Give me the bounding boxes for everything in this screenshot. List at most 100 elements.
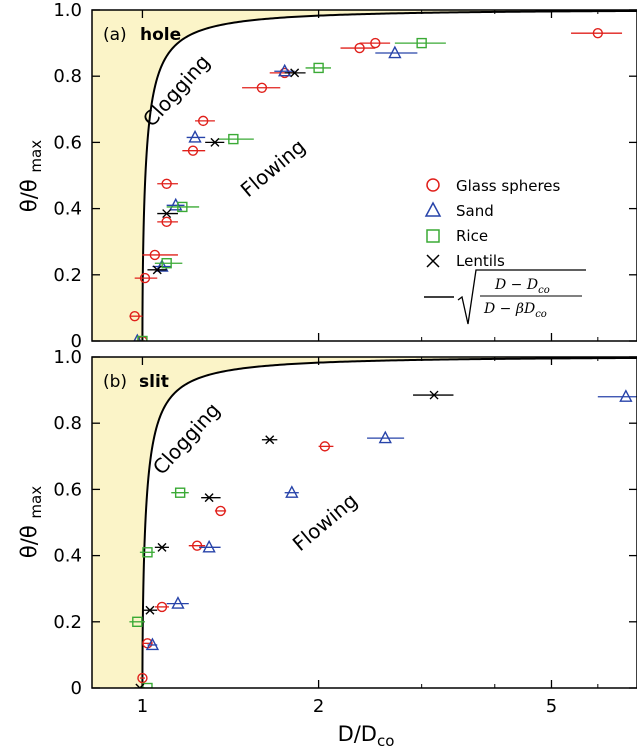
marker-cross xyxy=(157,542,167,552)
x-axis-title-subscript: co xyxy=(377,732,394,750)
marker-cross xyxy=(204,493,214,503)
flowing-label-hole: Flowing xyxy=(236,134,310,202)
marker-square xyxy=(228,133,239,145)
x-axis-title: D/Dco xyxy=(338,722,395,750)
point-circle xyxy=(129,310,143,322)
panel-title-slit: slit xyxy=(139,372,169,392)
point-circle xyxy=(242,82,281,93)
marker-cross xyxy=(162,209,172,219)
point-square xyxy=(137,335,148,341)
panel-title-hole: hole xyxy=(140,25,181,45)
theory-curve-hole xyxy=(141,10,637,341)
point-triangle xyxy=(597,389,637,402)
point-square xyxy=(218,133,254,145)
marker-triangle xyxy=(388,45,402,59)
y-tick-label: 0.4 xyxy=(53,546,82,567)
marker-square xyxy=(177,201,188,213)
marker-triangle xyxy=(285,485,299,498)
marker-triangle xyxy=(188,129,202,143)
point-circle xyxy=(214,505,227,517)
point-cross xyxy=(154,542,169,552)
formula-numerator-sub: co xyxy=(538,285,550,296)
point-triangle xyxy=(284,485,299,498)
point-square xyxy=(129,616,145,627)
marker-circle xyxy=(129,310,140,322)
y-tick-label: 0.2 xyxy=(53,265,82,286)
marker-triangle xyxy=(278,63,292,77)
point-circle xyxy=(157,216,178,228)
ticks-slit: 0 0.2 0.4 0.6 0.8 1.0 1 2 5 xyxy=(53,347,637,717)
marker-circle xyxy=(156,601,168,613)
marker-triangle xyxy=(202,539,216,553)
point-circle xyxy=(142,249,178,261)
point-cross xyxy=(142,605,158,615)
point-circle xyxy=(195,115,215,127)
x-tick-label: 1 xyxy=(137,696,148,717)
point-circle xyxy=(182,145,206,156)
x-tick-label: 5 xyxy=(546,696,557,717)
marker-circle xyxy=(256,82,268,93)
marker-square xyxy=(132,616,143,627)
point-triangle xyxy=(367,430,405,444)
legend-label-rice: Rice xyxy=(456,227,488,245)
point-triangle xyxy=(166,596,189,609)
marker-circle xyxy=(191,540,203,551)
theory-curve-slit xyxy=(141,357,637,688)
point-circle xyxy=(154,601,169,613)
marker-circle xyxy=(197,115,209,127)
marker-cross xyxy=(145,605,155,615)
y-axis-title-hole: θ/θ max xyxy=(17,140,45,212)
y-tick-label: 1.0 xyxy=(53,0,82,21)
marker-circle xyxy=(137,672,148,684)
legend-label-sand: Sand xyxy=(456,202,494,220)
point-triangle xyxy=(375,45,418,59)
point-cross xyxy=(413,390,454,400)
points-slit xyxy=(129,389,637,688)
formula-numerator-text: D − D xyxy=(494,277,538,293)
point-cross xyxy=(284,68,306,78)
y-tick-label: 0.4 xyxy=(53,199,82,220)
point-circle xyxy=(571,27,623,39)
point-triangle xyxy=(186,129,206,143)
formula: D − Dco D − βDco xyxy=(457,269,586,325)
y-tick-label: 0.2 xyxy=(53,612,82,633)
point-circle xyxy=(134,272,158,284)
marker-square xyxy=(416,37,427,49)
y-tick-label: 0 xyxy=(71,331,82,352)
point-cross xyxy=(205,137,225,147)
point-square xyxy=(171,487,189,498)
y-tick-label: 1.0 xyxy=(53,347,82,368)
marker-cross xyxy=(429,390,439,400)
marker-circle xyxy=(187,145,199,156)
marker-triangle xyxy=(169,197,183,211)
marker-square xyxy=(161,258,172,269)
marker-square xyxy=(174,487,186,498)
y-axis-title-subscript: max xyxy=(27,486,45,519)
formula-denominator-sub: co xyxy=(535,309,547,320)
marker-cross xyxy=(265,435,275,445)
axes-frame-slit xyxy=(91,356,637,689)
sqrt-sign xyxy=(457,269,586,325)
point-cross xyxy=(147,265,167,275)
point-cross xyxy=(157,209,178,219)
legend-marker-lentils xyxy=(426,254,440,268)
point-circle xyxy=(137,672,148,684)
point-square xyxy=(154,258,183,269)
marker-circle xyxy=(319,441,331,452)
legend-label-lentils: Lentils xyxy=(456,252,505,270)
formula-denominator-text: D − βD xyxy=(483,301,535,317)
marker-circle xyxy=(370,37,381,49)
marker-triangle xyxy=(171,596,185,609)
marker-cross xyxy=(135,683,145,688)
x-tick-label: 2 xyxy=(313,696,324,717)
point-cross xyxy=(134,683,145,688)
marker-circle xyxy=(149,249,161,261)
point-square xyxy=(305,62,332,74)
formula-denominator: D − βDco xyxy=(483,301,547,320)
clogging-region-hole xyxy=(92,10,637,341)
y-axis-title-text-slit: θ/θ xyxy=(17,525,41,558)
point-square xyxy=(166,201,200,213)
formula-numerator: D − Dco xyxy=(494,277,550,296)
point-triangle xyxy=(166,197,185,211)
marker-circle xyxy=(161,178,172,189)
